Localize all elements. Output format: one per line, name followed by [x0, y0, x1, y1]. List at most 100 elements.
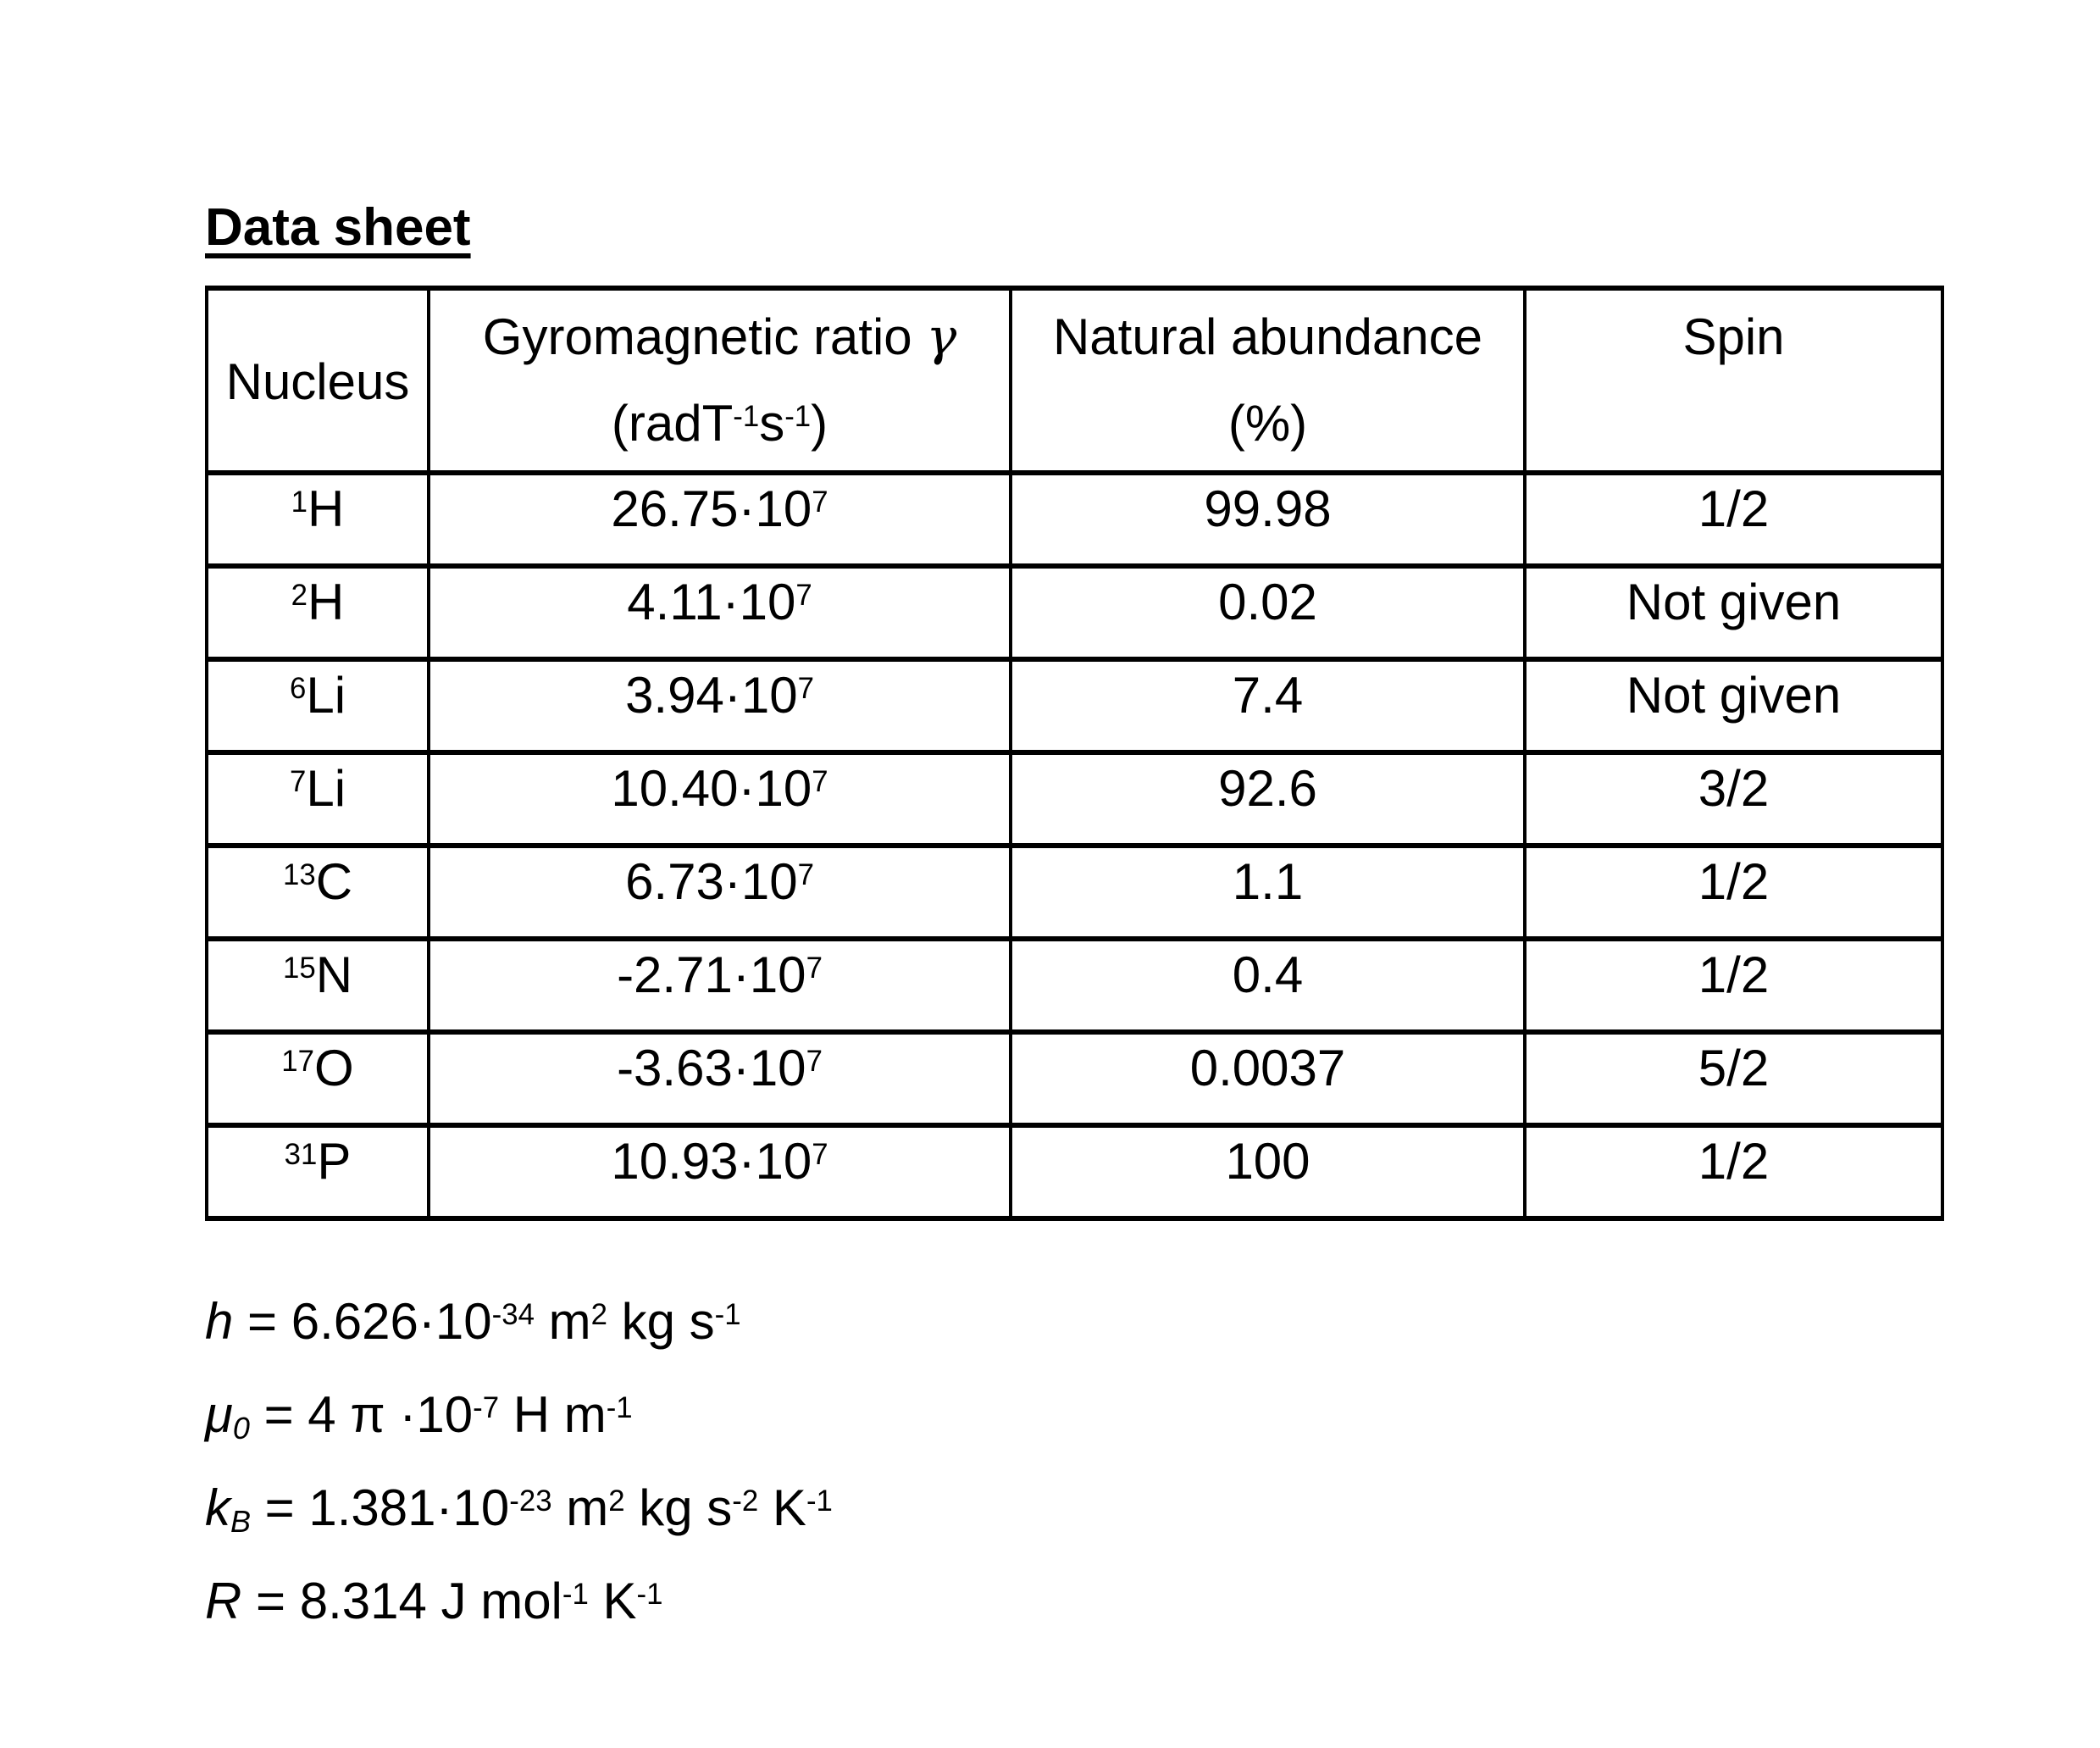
gyro-value: -2.71·10	[617, 946, 806, 1003]
table-row: 13C 6.73·107 1.1 1/2	[205, 843, 1944, 941]
boltzmann-value: = 1.381·10	[251, 1479, 510, 1536]
boltzmann-unit2-exp: -2	[732, 1484, 759, 1518]
header-spin: Spin	[1523, 286, 1944, 475]
gyro-unit-pre: (radT	[611, 395, 734, 452]
abundance-cell: 92.6	[1009, 750, 1527, 848]
nucleus-cell: 31P	[205, 1123, 430, 1221]
spin-cell: 1/2	[1523, 936, 1944, 1035]
gas-exponent: -1	[562, 1577, 589, 1611]
planck-unit1-exp: 2	[590, 1297, 607, 1331]
boltzmann-unit2: kg s	[624, 1479, 733, 1536]
mass-number: 2	[291, 578, 308, 612]
planck-unit2: kg s	[607, 1293, 715, 1350]
gyro-value: -3.63·10	[617, 1040, 806, 1096]
constants-block: h = 6.626·10-34 m2 kg s-1 μ0 = 4 π ·10-7…	[205, 1275, 833, 1648]
header-natural-abundance: Natural abundance (%)	[1009, 286, 1527, 475]
spin-cell: Not given	[1523, 563, 1944, 662]
abundance-cell: 100	[1009, 1123, 1527, 1221]
gas-symbol: R	[205, 1573, 242, 1629]
gyro-exponent: 7	[812, 1137, 828, 1171]
constant-boltzmann: kB = 1.381·10-23 m2 kg s-2 K-1	[205, 1462, 833, 1555]
abundance-cell: 7.4	[1009, 657, 1527, 755]
table-row: 7 Li 10.40·107 92.6 3/2	[205, 750, 1944, 848]
nucleus-cell: 1H	[205, 470, 430, 569]
mass-number: 31	[284, 1137, 318, 1171]
header-abundance-unit: (%)	[1227, 395, 1308, 452]
element-symbol: Li	[306, 667, 346, 724]
gas-value: = 8.314 J mol	[241, 1573, 562, 1629]
mass-number: 1	[291, 485, 308, 519]
abundance-cell: 0.02	[1009, 563, 1527, 662]
planck-unit1: m	[534, 1293, 591, 1350]
spin-cell: 1/2	[1523, 843, 1944, 941]
spin-cell: 1/2	[1523, 470, 1944, 569]
nucleus-cell: 17O	[205, 1029, 430, 1128]
gyro-cell: -3.63·107	[427, 1029, 1012, 1128]
element-symbol: H	[308, 574, 345, 630]
nucleus-cell: 15N	[205, 936, 430, 1035]
gyro-exponent: 7	[797, 671, 814, 705]
mu0-unit1-exp: -1	[606, 1390, 633, 1424]
table-row: 15N -2.71·107 0.4 1/2	[205, 936, 1944, 1035]
mu0-unit1: H m	[499, 1386, 607, 1443]
gyro-cell: 3.94·107	[427, 657, 1012, 755]
gyro-unit-exp2: -1	[784, 399, 812, 433]
planck-value: = 6.626·10	[233, 1293, 492, 1350]
header-gyro-label: Gyromagnetic ratio	[482, 308, 927, 365]
header-nucleus: Nucleus	[205, 286, 430, 475]
constant-planck: h = 6.626·10-34 m2 kg s-1	[205, 1275, 833, 1368]
abundance-cell: 1.1	[1009, 843, 1527, 941]
element-symbol: H	[308, 480, 345, 537]
gyro-exponent: 7	[795, 578, 812, 612]
gyro-exponent: 7	[806, 951, 823, 985]
boltzmann-symbol: k	[205, 1479, 230, 1536]
gyro-value: 6.73·10	[625, 853, 798, 910]
header-spin-label: Spin	[1682, 308, 1785, 365]
gyro-exponent: 7	[812, 485, 828, 519]
abundance-cell: 0.4	[1009, 936, 1527, 1035]
gyro-value: 26.75·10	[611, 480, 812, 537]
element-symbol: C	[315, 853, 353, 910]
element-symbol: N	[315, 946, 353, 1003]
constant-gas: R = 8.314 J mol-1 K-1	[205, 1555, 833, 1648]
gyro-value: 10.93·10	[611, 1133, 812, 1190]
nuclei-data-table: Nucleus Gyromagnetic ratio γ (radT-1s-1)…	[205, 286, 1944, 1221]
boltzmann-unit3-exp: -1	[806, 1484, 833, 1518]
gyro-cell: -2.71·107	[427, 936, 1012, 1035]
planck-unit2-exp: -1	[714, 1297, 741, 1331]
mu0-subscript: 0	[232, 1410, 250, 1446]
gyro-unit-post: )	[811, 395, 828, 452]
boltzmann-unit3: K	[758, 1479, 806, 1536]
table-header-row: Nucleus Gyromagnetic ratio γ (radT-1s-1)…	[205, 286, 1944, 475]
mass-number: 6	[289, 671, 307, 705]
boltzmann-unit1-exp: 2	[608, 1484, 625, 1518]
element-symbol: P	[317, 1133, 352, 1190]
nucleus-cell: 6Li	[205, 657, 430, 755]
mass-number: 15	[282, 951, 316, 985]
nucleus-cell: 2H	[205, 563, 430, 662]
spin-cell: 3/2	[1523, 750, 1944, 848]
boltzmann-unit1: m	[551, 1479, 609, 1536]
gyro-value: 10.40·10	[611, 760, 812, 817]
boltzmann-exponent: -23	[509, 1484, 552, 1518]
table-row: 17O -3.63·107 0.0037 5/2	[205, 1029, 1944, 1128]
gas-unit1: K	[588, 1573, 637, 1629]
mu0-symbol: μ	[205, 1386, 233, 1443]
abundance-cell: 99.98	[1009, 470, 1527, 569]
gyro-cell: 4.11·107	[427, 563, 1012, 662]
table-row: 2H 4.11·107 0.02 Not given	[205, 563, 1944, 662]
gyro-cell: 10.40·107	[427, 750, 1012, 848]
gyro-exponent: 7	[812, 764, 828, 798]
boltzmann-subscript: B	[230, 1503, 252, 1539]
header-abundance-label: Natural abundance	[1052, 308, 1483, 365]
mass-number: 13	[282, 857, 316, 891]
gas-unit1-exp: -1	[636, 1577, 663, 1611]
table-row: 6Li 3.94·107 7.4 Not given	[205, 657, 1944, 755]
gamma-symbol: γ	[926, 308, 957, 367]
element-symbol: Li	[306, 760, 346, 817]
header-nucleus-label: Nucleus	[225, 353, 410, 410]
constant-mu0: μ0 = 4 π ·10-7 H m-1	[205, 1368, 833, 1462]
header-gyromagnetic-ratio: Gyromagnetic ratio γ (radT-1s-1)	[427, 286, 1012, 475]
gyro-unit-mid: s	[759, 395, 785, 452]
